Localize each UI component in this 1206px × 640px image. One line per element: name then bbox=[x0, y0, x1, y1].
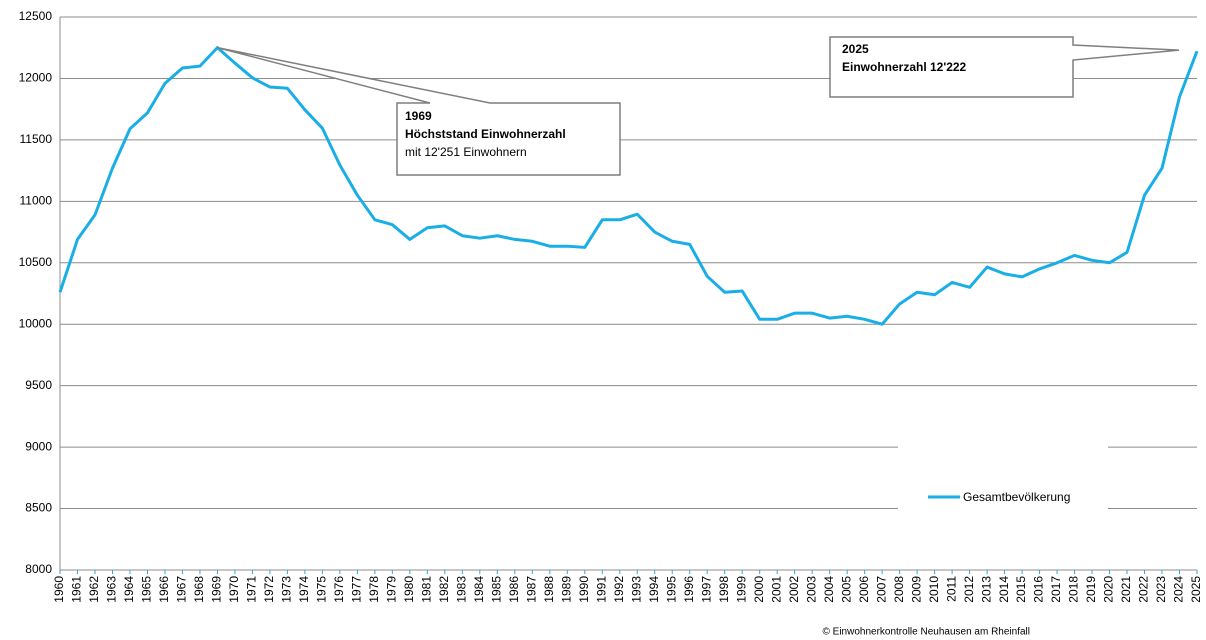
x-tick-label: 1970 bbox=[227, 576, 241, 603]
x-tick-label: 1972 bbox=[262, 576, 276, 603]
y-tick-label: 8000 bbox=[25, 562, 52, 576]
callout-box bbox=[829, 36, 1180, 98]
annotation-text: 2025 bbox=[842, 42, 869, 56]
x-tick-label: 1962 bbox=[87, 576, 101, 603]
x-tick-label: 1982 bbox=[437, 576, 451, 603]
x-tick-label: 2018 bbox=[1067, 576, 1081, 603]
footer: © Einwohnerkontrolle Neuhausen am Rheinf… bbox=[823, 627, 1031, 638]
x-tick-label: 1980 bbox=[402, 576, 416, 603]
x-tick-label: 1984 bbox=[472, 576, 486, 603]
annotation-text: mit 12'251 Einwohnern bbox=[405, 145, 527, 159]
x-tick-label: 2021 bbox=[1119, 576, 1133, 603]
x-tick-label: 1961 bbox=[70, 576, 84, 603]
x-tick-label: 2001 bbox=[769, 576, 783, 603]
x-tick-label: 1983 bbox=[454, 576, 468, 603]
x-tick-label: 1964 bbox=[122, 576, 136, 603]
annotation-text: Höchststand Einwohnerzahl bbox=[405, 127, 566, 141]
x-tick-label: 1966 bbox=[157, 576, 171, 603]
x-tick-label: 2007 bbox=[874, 576, 888, 603]
y-tick-label: 12500 bbox=[19, 9, 53, 23]
y-tick-label: 11000 bbox=[20, 194, 53, 208]
x-tick-label: 1973 bbox=[280, 576, 294, 603]
x-tick-label: 2023 bbox=[1154, 576, 1168, 603]
x-tick-label: 1986 bbox=[507, 576, 521, 603]
x-tick-label: 1985 bbox=[489, 576, 503, 603]
y-tick-label: 10500 bbox=[19, 255, 53, 269]
x-tick-label: 2022 bbox=[1137, 576, 1151, 603]
x-tick-label: 1987 bbox=[524, 576, 538, 603]
y-tick-label: 11500 bbox=[20, 132, 53, 146]
x-tick-label: 1997 bbox=[699, 576, 713, 603]
x-tick-label: 1963 bbox=[105, 576, 119, 603]
x-tick-label: 1977 bbox=[350, 576, 364, 603]
x-tick-label: 1969 bbox=[210, 576, 224, 603]
x-tick-label: 1992 bbox=[612, 576, 626, 603]
x-tick-label: 2002 bbox=[787, 576, 801, 603]
y-tick-label: 12000 bbox=[19, 71, 53, 85]
x-tick-label: 1960 bbox=[52, 576, 66, 603]
x-tick-label: 1968 bbox=[192, 576, 206, 603]
x-tick-label: 1988 bbox=[542, 576, 556, 603]
x-tick-label: 1990 bbox=[577, 576, 591, 603]
x-tick-label: 1989 bbox=[559, 576, 573, 603]
y-tick-label: 9000 bbox=[25, 439, 52, 453]
x-tick-label: 1974 bbox=[297, 576, 311, 603]
callout-box bbox=[217, 46, 621, 176]
y-tick-label: 8500 bbox=[25, 501, 52, 515]
x-tick-label: 2014 bbox=[997, 576, 1011, 603]
x-tick-label: 2024 bbox=[1172, 576, 1186, 603]
x-tick-label: 2003 bbox=[804, 576, 818, 603]
x-tick-label: 2017 bbox=[1049, 576, 1063, 603]
y-tick-label: 10000 bbox=[19, 316, 53, 330]
x-tick-label: 2013 bbox=[979, 576, 993, 603]
x-tick-label: 1994 bbox=[647, 576, 661, 603]
x-tick-label: 2008 bbox=[892, 576, 906, 603]
x-tick-label: 1996 bbox=[682, 576, 696, 603]
x-tick-label: 2016 bbox=[1032, 576, 1046, 603]
x-tick-label: 2005 bbox=[839, 576, 853, 603]
x-tick-label: 2010 bbox=[927, 576, 941, 603]
annotation-text: 1969 bbox=[405, 109, 432, 123]
x-tick-label: 1999 bbox=[734, 576, 748, 603]
x-tick-label: 2006 bbox=[857, 576, 871, 603]
legend-box bbox=[898, 445, 1108, 511]
x-tick-label: 1998 bbox=[717, 576, 731, 603]
x-tick-label: 1967 bbox=[175, 576, 189, 603]
x-tick-label: 1981 bbox=[420, 576, 434, 603]
x-tick-label: 1978 bbox=[367, 576, 381, 603]
x-tick-label: 1975 bbox=[315, 576, 329, 603]
series-line bbox=[58, 46, 1199, 326]
y-tick-label: 9500 bbox=[25, 378, 52, 392]
x-tick-label: 1995 bbox=[664, 576, 678, 603]
x-tick-label: 2019 bbox=[1084, 576, 1098, 603]
x-tick-label: 1991 bbox=[594, 576, 608, 603]
legend-label: Gesamtbevölkerung bbox=[963, 490, 1070, 504]
x-tick-label: 1976 bbox=[332, 576, 346, 603]
x-tick-label: 2004 bbox=[822, 576, 836, 603]
x-tick-label: 2015 bbox=[1014, 576, 1028, 603]
x-tick-label: 1993 bbox=[629, 576, 643, 603]
x-tick-label: 2020 bbox=[1102, 576, 1116, 603]
x-tick-label: 1979 bbox=[385, 576, 399, 603]
x-tick-label: 2000 bbox=[752, 576, 766, 603]
x-tick-label: 2025 bbox=[1189, 576, 1203, 603]
x-tick-label: 2012 bbox=[962, 576, 976, 603]
annotation-text: Einwohnerzahl 12'222 bbox=[842, 60, 967, 74]
x-tick-label: 2011 bbox=[944, 576, 958, 602]
x-tick-label: 1971 bbox=[245, 576, 259, 603]
x-tick-label: 1965 bbox=[140, 576, 154, 603]
x-tick-label: 2009 bbox=[909, 576, 923, 603]
